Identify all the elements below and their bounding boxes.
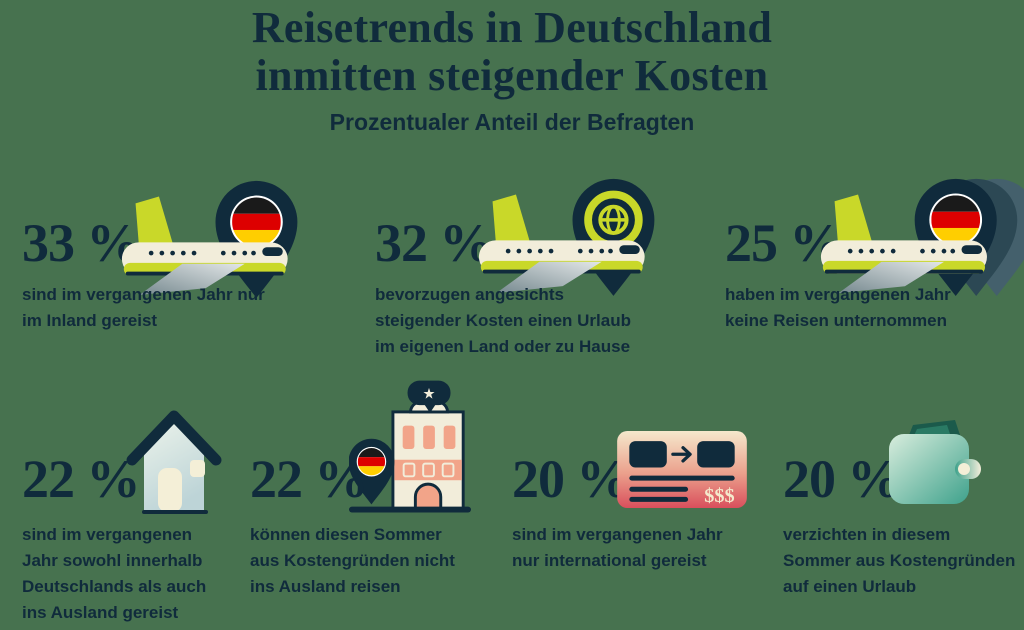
svg-text:$$$: $$$ — [704, 485, 734, 507]
page-title-line2: inmitten steigender Kosten — [255, 51, 769, 100]
stat-value: 33 % — [22, 213, 140, 273]
stat-description: bevorzugen angesichts steigender Kosten … — [375, 285, 631, 356]
stat-value: 20 % — [512, 449, 630, 509]
travel-ticket-icon: $$$ — [617, 431, 747, 513]
house-icon — [124, 402, 224, 522]
stat-description: sind im vergangenen Jahr sowohl innerhal… — [22, 525, 207, 622]
page-subtitle: Prozentualer Anteil der Befragten — [329, 109, 695, 135]
stat-description: sind im vergangenen Jahr nur im Inland g… — [22, 285, 265, 330]
stat-value: 22 % — [250, 449, 368, 509]
stat-description: haben im vergangenen Jahr keine Reisen u… — [725, 285, 951, 330]
wallet-icon — [882, 418, 984, 515]
landmark-building-pin-icon: ★ — [349, 380, 471, 523]
stat-value: 22 % — [22, 449, 140, 509]
stat-value: 32 % — [375, 213, 493, 273]
stat-value: 20 % — [783, 449, 901, 509]
page-title: Reisetrends in Deutschland inmitten stei… — [0, 4, 1024, 100]
stat-description: sind im vergangenen Jahr nur internation… — [512, 525, 723, 570]
stat-description: können diesen Sommer aus Kostengründen n… — [250, 525, 455, 596]
svg-text:★: ★ — [422, 387, 435, 403]
stat-description: verzichten in diesem Sommer aus Kostengr… — [783, 525, 1016, 596]
page-title-line1: Reisetrends in Deutschland — [251, 3, 773, 52]
